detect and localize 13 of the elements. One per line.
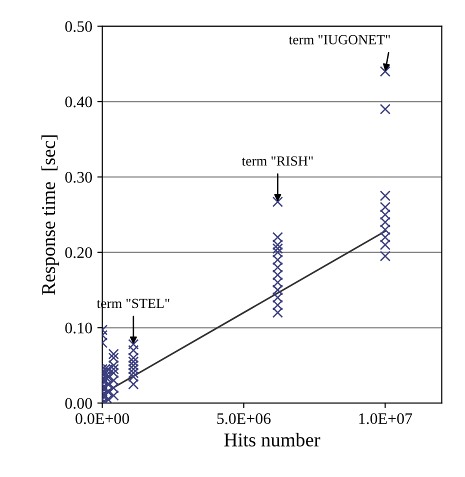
y-tick-label: 0.30 bbox=[65, 172, 92, 183]
y-axis-title: Response time [sec] bbox=[41, 135, 60, 295]
annotation: term "IUGONET" bbox=[288, 35, 390, 44]
y-tick-label: 0.10 bbox=[65, 322, 92, 334]
x-tick-label: 1.0E+07 bbox=[359, 413, 412, 424]
annotation: term "RISH" bbox=[242, 156, 313, 166]
y-tick-label: 0.00 bbox=[65, 398, 92, 409]
x-axis-title: Hits number bbox=[224, 432, 320, 447]
x-tick-label: 5.0E+06 bbox=[217, 413, 271, 424]
x-tick-label: 0.0E+00 bbox=[76, 413, 130, 424]
y-tick-label: 0.40 bbox=[65, 96, 92, 108]
y-tick-label: 0.50 bbox=[65, 21, 92, 32]
y-tick-label: 0.20 bbox=[65, 247, 92, 258]
